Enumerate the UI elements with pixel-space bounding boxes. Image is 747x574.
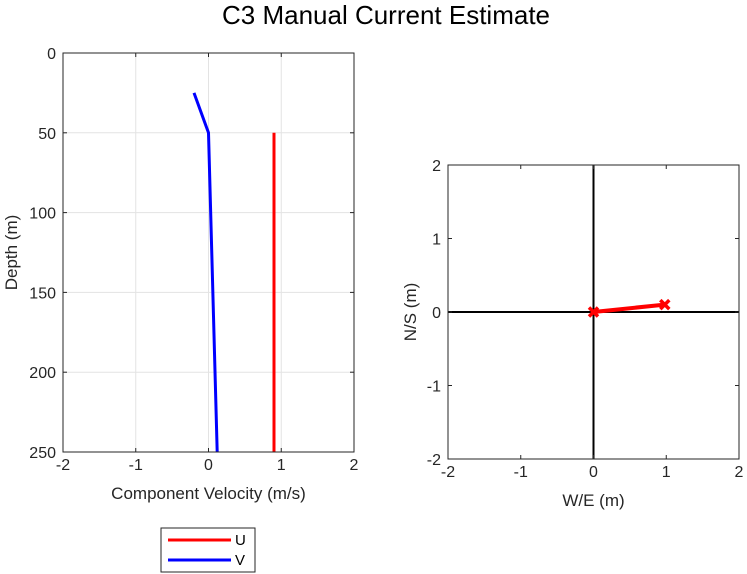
legend-box [160, 527, 256, 573]
x-tick-label: 1 [662, 464, 671, 481]
vector-line [593, 302, 666, 314]
legend-label-v: V [235, 552, 245, 569]
y-axis-label: N/S (m) [401, 283, 420, 342]
legend-label-u: U [235, 532, 246, 549]
series-line-v [192, 92, 219, 453]
y-tick-label: 0 [432, 305, 441, 322]
legend: UV [160, 527, 256, 573]
y-tick-label: 1 [432, 232, 441, 249]
x-tick-label: -2 [56, 457, 70, 474]
y-tick-label: 150 [29, 285, 56, 302]
x-tick-label: 0 [204, 457, 213, 474]
y-tick-label: -2 [427, 452, 441, 469]
x-tick-label: 2 [735, 464, 744, 481]
current-vector-chart: -2 -1 0 1 2 -2 -1 0 1 2 W/E (m) N/S (m) [401, 158, 744, 510]
x-axis-label: W/E (m) [562, 491, 624, 510]
y-tick-label: 0 [47, 46, 56, 63]
y-tick-label: 50 [38, 126, 56, 143]
x-tick-label: -1 [514, 464, 528, 481]
y-axis-label: Depth (m) [2, 215, 21, 291]
velocity-profile-chart: -2 -1 0 1 2 0 50 100 150 200 250 Component Velocity… [2, 46, 359, 503]
y-tick-label: 100 [29, 206, 56, 223]
point-marker [659, 298, 671, 311]
x-axis-label: Component Velocity (m/s) [111, 484, 306, 503]
y-tick-label: 200 [29, 365, 56, 382]
x-tick-label: 2 [350, 457, 359, 474]
x-tick-label: 0 [589, 464, 598, 481]
figure-title: C3 Manual Current Estimate [222, 0, 550, 30]
x-tick-label: -2 [441, 464, 455, 481]
x-tick-label: 1 [277, 457, 286, 474]
x-tick-label: -1 [129, 457, 143, 474]
y-tick-label: 250 [29, 445, 56, 462]
y-tick-label: 2 [432, 158, 441, 175]
y-tick-label: -1 [427, 379, 441, 396]
point-marker [587, 306, 600, 318]
